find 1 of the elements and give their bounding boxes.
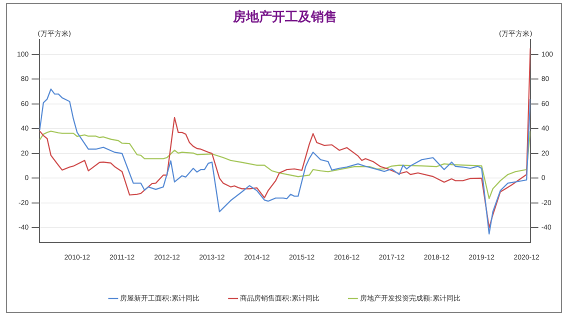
chart-title: 房地产开工及销售 <box>232 9 337 26</box>
